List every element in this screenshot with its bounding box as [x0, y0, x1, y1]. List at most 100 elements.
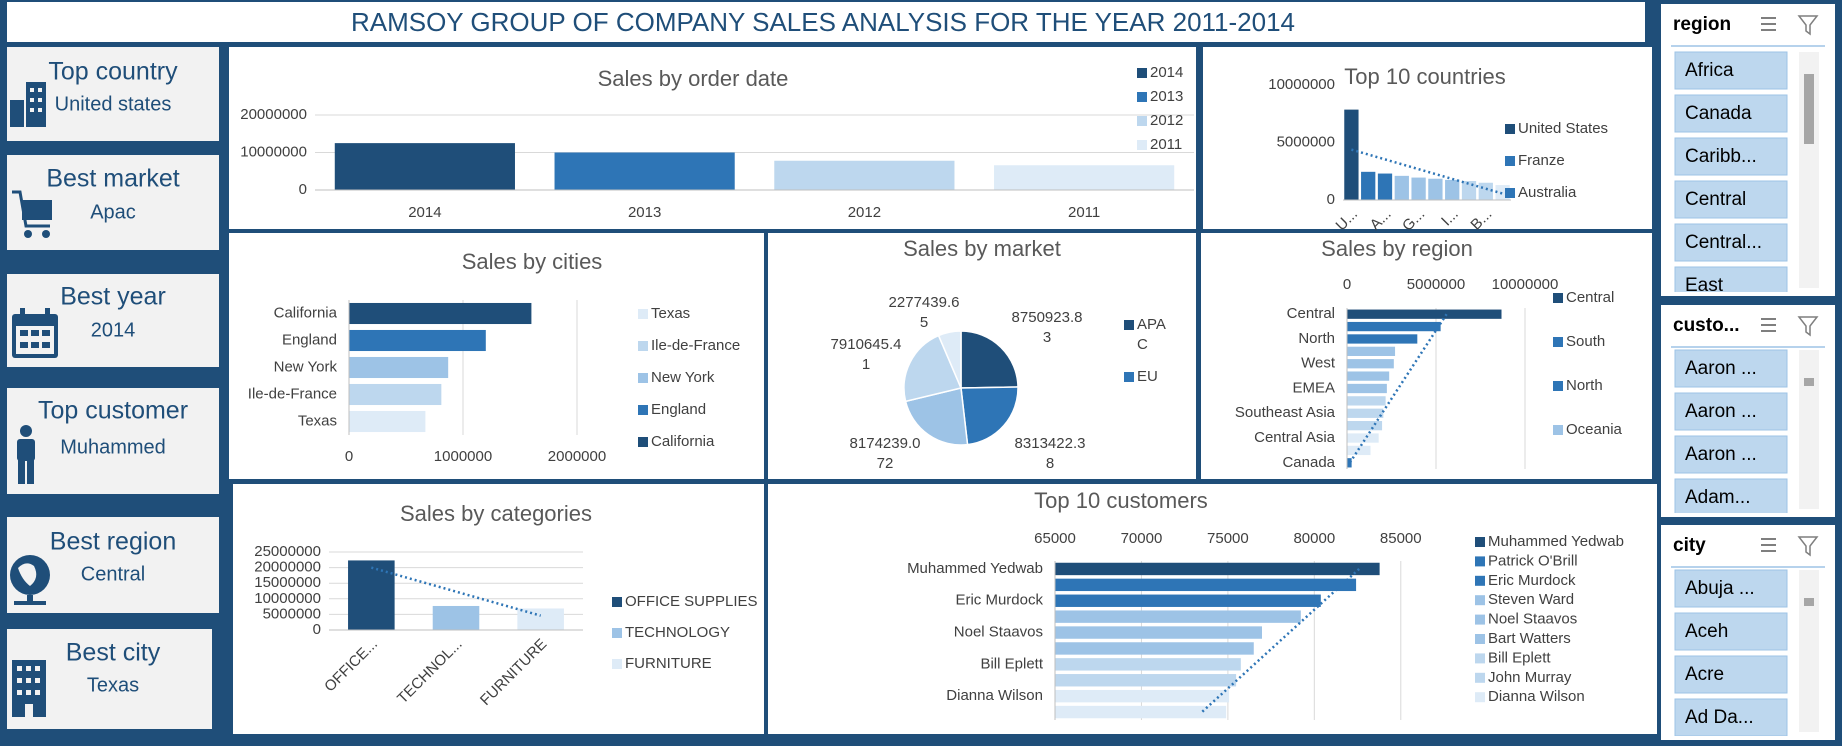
multi-select-button[interactable] — [1761, 17, 1776, 31]
data-label: 8750923.8 3 — [1012, 309, 1083, 346]
x-tick-label: 2000000 — [548, 448, 606, 465]
x-tick-label: 0 — [345, 448, 353, 465]
slicer-item-label: Central... — [1685, 232, 1762, 253]
kpi-value: 2014 — [91, 319, 136, 341]
legend-swatch — [638, 437, 648, 447]
chart-title: Top 10 customers — [1034, 488, 1208, 513]
kpi-value: United states — [55, 93, 172, 115]
text-line: 8750923.8 — [1012, 309, 1083, 326]
y-tick-label: North — [1298, 330, 1335, 347]
slicer-item[interactable] — [1674, 223, 1788, 262]
multi-select-button[interactable] — [1761, 538, 1776, 552]
slicer-title: custo... — [1673, 315, 1740, 336]
legend-swatch — [612, 628, 622, 638]
y-tick-label: California — [274, 304, 338, 321]
legend-label: England — [651, 401, 706, 418]
slicer-item[interactable] — [1674, 392, 1788, 431]
legend-label: Eric Murdock — [1488, 572, 1576, 589]
slicer-item-label: East — [1685, 275, 1724, 296]
bar — [1344, 109, 1359, 200]
y-tick-label: Dianna Wilson — [946, 687, 1043, 704]
legend-label: APA C — [1137, 316, 1166, 353]
legend-label: South — [1566, 333, 1605, 350]
bar — [1347, 359, 1394, 369]
legend-swatch — [1475, 692, 1485, 703]
pie-slice — [904, 387, 969, 446]
bar — [1055, 642, 1254, 655]
scrollbar-thumb — [1804, 74, 1814, 144]
bar — [1055, 689, 1230, 703]
slicer-item[interactable] — [1674, 698, 1788, 736]
bar — [1347, 445, 1371, 456]
bar — [1347, 408, 1384, 418]
legend-label: John Murray — [1488, 669, 1572, 686]
bar — [1055, 674, 1237, 687]
x-tick-label: 85000 — [1380, 530, 1422, 547]
legend-label: United States — [1518, 120, 1608, 137]
pie-slice — [903, 334, 963, 403]
chart-title: Sales by categories — [400, 501, 592, 526]
legend-label: 2012 — [1150, 112, 1183, 129]
bar — [1347, 458, 1352, 468]
legend-label: New York — [651, 369, 715, 386]
legend-swatch — [1137, 140, 1147, 150]
clear-filter-button[interactable] — [1797, 536, 1819, 557]
bar — [432, 605, 480, 630]
kpi-card — [7, 388, 219, 494]
multi-select-button[interactable] — [1761, 318, 1776, 332]
clear-filter-button[interactable] — [1797, 316, 1819, 337]
slicer-item-label: Ad Da... — [1685, 707, 1754, 728]
clear-filter-button[interactable] — [1797, 15, 1819, 36]
pie-slice — [960, 330, 1019, 389]
globe-icon — [10, 555, 50, 605]
slicer-item[interactable] — [1674, 137, 1788, 176]
legend-label: OFFICE SUPPLIES — [625, 593, 758, 610]
chart-panel — [1203, 47, 1652, 229]
slicer-item[interactable] — [1674, 569, 1788, 608]
slicer-item-label: Adam... — [1685, 487, 1750, 508]
legend-swatch — [1475, 672, 1485, 683]
y-tick-label: New York — [274, 358, 338, 375]
legend-swatch — [1553, 337, 1563, 347]
text-line: 3 — [1043, 329, 1051, 346]
trendline — [1201, 568, 1360, 713]
legend-swatch — [1475, 556, 1485, 567]
bar — [1347, 421, 1383, 431]
legend-label: Bill Eplett — [1488, 649, 1551, 666]
chart-title: Sales by region — [1321, 236, 1473, 261]
slicer-title: region — [1673, 14, 1731, 35]
data-label: 8313422.3 8 — [1015, 435, 1086, 472]
slicer-item[interactable] — [1674, 435, 1788, 474]
slicer-item[interactable] — [1674, 180, 1788, 219]
slicer-item[interactable] — [1674, 612, 1788, 651]
legend-label: Muhammed Yedwab — [1488, 533, 1624, 550]
bar — [1055, 705, 1227, 719]
legend-swatch — [638, 341, 648, 351]
data-label: 8174239.0 72 — [850, 435, 921, 472]
legend-swatch — [1505, 156, 1515, 166]
text-line: 8313422.3 — [1015, 435, 1086, 452]
kpi-label: Best market — [46, 165, 179, 193]
slicer-item[interactable] — [1674, 51, 1788, 90]
kpi-icons — [10, 82, 58, 717]
bar — [349, 356, 449, 379]
legend-label: Australia — [1518, 184, 1577, 201]
bar — [1055, 658, 1241, 671]
legend-swatch — [612, 597, 622, 607]
bar — [349, 410, 426, 433]
slicer-item[interactable] — [1674, 349, 1788, 388]
slicer-item[interactable] — [1674, 655, 1788, 694]
scrollbar-thumb — [1804, 378, 1814, 386]
slicer-item[interactable] — [1674, 478, 1788, 516]
legend-label: Noel Staavos — [1488, 611, 1577, 628]
bar — [1055, 562, 1380, 576]
legend-swatch — [1553, 381, 1563, 391]
text-line: 1 — [862, 356, 870, 373]
slicer-item[interactable] — [1674, 266, 1788, 304]
legend-label: 2011 — [1150, 136, 1182, 153]
legend-swatch — [1137, 68, 1147, 78]
legend-label: 2014 — [1150, 64, 1183, 81]
slicer-item[interactable] — [1674, 94, 1788, 133]
slicer-items: Abuja ... Aceh Acre Ad Da... — [1674, 569, 1788, 736]
kpi-label: Best city — [66, 639, 161, 667]
